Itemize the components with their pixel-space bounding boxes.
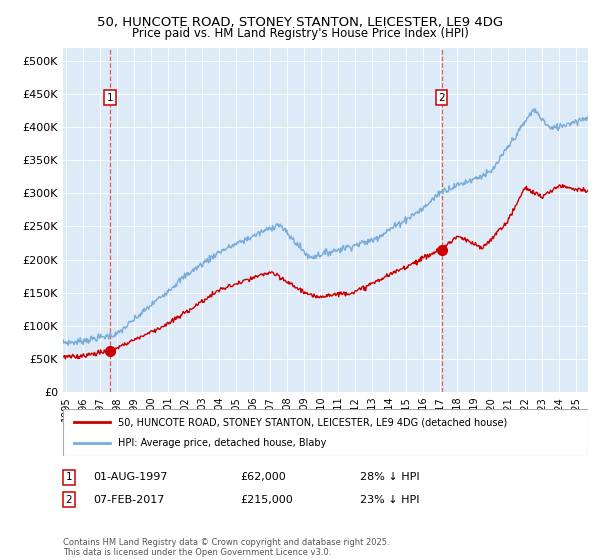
Text: Price paid vs. HM Land Registry's House Price Index (HPI): Price paid vs. HM Land Registry's House … xyxy=(131,27,469,40)
Text: 01-AUG-1997: 01-AUG-1997 xyxy=(93,472,167,482)
Text: 28% ↓ HPI: 28% ↓ HPI xyxy=(360,472,419,482)
Text: Contains HM Land Registry data © Crown copyright and database right 2025.
This d: Contains HM Land Registry data © Crown c… xyxy=(63,538,389,557)
Text: 2: 2 xyxy=(65,494,73,505)
Text: £215,000: £215,000 xyxy=(240,494,293,505)
Text: 50, HUNCOTE ROAD, STONEY STANTON, LEICESTER, LE9 4DG (detached house): 50, HUNCOTE ROAD, STONEY STANTON, LEICES… xyxy=(118,417,508,427)
Text: 07-FEB-2017: 07-FEB-2017 xyxy=(93,494,164,505)
FancyBboxPatch shape xyxy=(63,409,588,456)
Text: HPI: Average price, detached house, Blaby: HPI: Average price, detached house, Blab… xyxy=(118,438,326,448)
Text: £62,000: £62,000 xyxy=(240,472,286,482)
Text: 50, HUNCOTE ROAD, STONEY STANTON, LEICESTER, LE9 4DG: 50, HUNCOTE ROAD, STONEY STANTON, LEICES… xyxy=(97,16,503,29)
Text: 2: 2 xyxy=(438,92,445,102)
Text: 1: 1 xyxy=(107,92,113,102)
Text: 23% ↓ HPI: 23% ↓ HPI xyxy=(360,494,419,505)
Text: 1: 1 xyxy=(65,472,73,482)
